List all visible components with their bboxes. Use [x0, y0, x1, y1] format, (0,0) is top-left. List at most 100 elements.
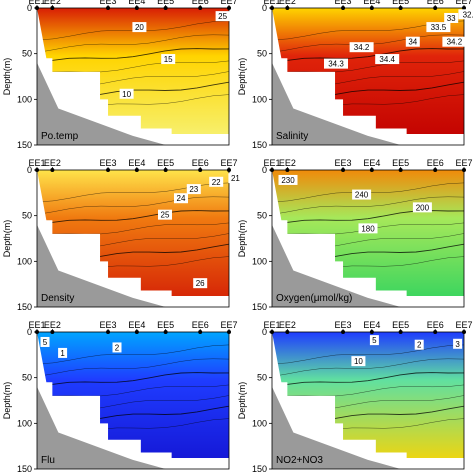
contour-label-box [112, 342, 122, 353]
station-marker [433, 6, 438, 10]
y-tick-label: 100 [252, 418, 267, 428]
contour-line [272, 196, 464, 215]
no-data-area [37, 170, 229, 307]
contour-line [37, 34, 229, 53]
contour-label: 22 [212, 178, 221, 187]
y-tick-label: 50 [22, 49, 32, 59]
contour-line [272, 48, 464, 64]
axes-frame [271, 7, 465, 146]
y-tick-label: 150 [252, 302, 267, 312]
station-marker [106, 6, 111, 10]
contour-label: 25 [218, 12, 227, 21]
contour-label-box [369, 335, 379, 346]
contour-label-box [358, 223, 378, 234]
station-label: EE3 [100, 320, 117, 330]
station-marker [433, 330, 438, 334]
station-label: EE1 [28, 0, 45, 6]
contour-line [272, 344, 464, 365]
contour-label: 2 [417, 341, 422, 350]
station-label: EE5 [157, 158, 174, 168]
station-label: EE1 [28, 320, 45, 330]
station-label: EE5 [157, 320, 174, 330]
contour-line [272, 358, 464, 377]
contour-label-box [209, 176, 224, 187]
no-data-area [37, 8, 229, 145]
contour-label: 240 [355, 191, 369, 200]
station-marker [369, 330, 374, 334]
station-label: EE3 [335, 158, 352, 168]
station-label: EE2 [279, 158, 296, 168]
station-marker [134, 6, 139, 10]
contour-line [37, 196, 229, 215]
contour-label: 23 [189, 185, 198, 194]
contour-line [272, 372, 464, 388]
station-marker [398, 6, 403, 10]
contour-label: 200 [416, 203, 430, 212]
station-label: EE2 [44, 158, 61, 168]
seafloor [37, 62, 166, 145]
station-label: EE2 [44, 0, 61, 6]
station-label: EE1 [263, 320, 280, 330]
y-axis-label: Depth(m) [237, 58, 247, 96]
contour-line [37, 344, 229, 365]
y-tick-label: 50 [257, 373, 267, 383]
y-tick-label: 100 [17, 418, 32, 428]
no-data-area [272, 8, 464, 145]
contour-label: 34.2 [354, 43, 370, 52]
panel-label: Salinity [276, 131, 308, 142]
station-label: EE4 [128, 320, 145, 330]
station-label: EE5 [392, 0, 409, 6]
station-label: EE6 [192, 0, 209, 6]
station-marker [462, 168, 466, 172]
station-label: EE6 [427, 0, 444, 6]
contour-line [37, 358, 229, 377]
contour-line [37, 20, 229, 41]
station-marker [227, 6, 231, 10]
contour-label: 33 [447, 14, 456, 23]
contour-label-box [40, 336, 50, 347]
y-tick-label: 150 [17, 302, 32, 312]
station-marker [398, 330, 403, 334]
station-marker [341, 330, 346, 334]
contour-label-box [186, 184, 201, 195]
no-data-area [37, 332, 229, 469]
contour-label-box [158, 209, 172, 220]
panel-label: Density [41, 293, 74, 304]
y-tick-label: 150 [17, 140, 32, 150]
station-label: EE3 [335, 0, 352, 6]
station-label: EE4 [128, 158, 145, 168]
y-tick-label: 100 [252, 94, 267, 104]
contour-label: 33.5 [431, 23, 447, 32]
panel-label: Flu [41, 455, 55, 466]
panel-label: Po.temp [41, 131, 79, 142]
station-marker [198, 330, 203, 334]
station-label: EE3 [100, 158, 117, 168]
station-label: EE6 [192, 320, 209, 330]
station-marker [369, 168, 374, 172]
station-label: EE1 [263, 0, 280, 6]
contour-label: 34 [408, 38, 417, 47]
seafloor [37, 386, 166, 469]
contour-label-box [215, 11, 230, 22]
y-axis-label: Depth(m) [237, 220, 247, 258]
y-axis-label: Depth(m) [237, 382, 247, 420]
station-marker [285, 330, 290, 334]
contour-label-box [444, 12, 459, 23]
station-marker [341, 6, 346, 10]
contour-label-box [375, 54, 400, 65]
station-marker [285, 6, 290, 10]
station-marker [433, 168, 438, 172]
contour-label: 25 [161, 211, 170, 220]
contour-line [37, 210, 229, 226]
contour-label: 24 [177, 194, 186, 203]
y-tick-label: 150 [17, 464, 32, 474]
station-marker [134, 330, 139, 334]
contour-label: 1 [60, 349, 65, 358]
contour-label: 34.2 [447, 38, 463, 47]
station-marker [163, 330, 168, 334]
station-marker [163, 6, 168, 10]
